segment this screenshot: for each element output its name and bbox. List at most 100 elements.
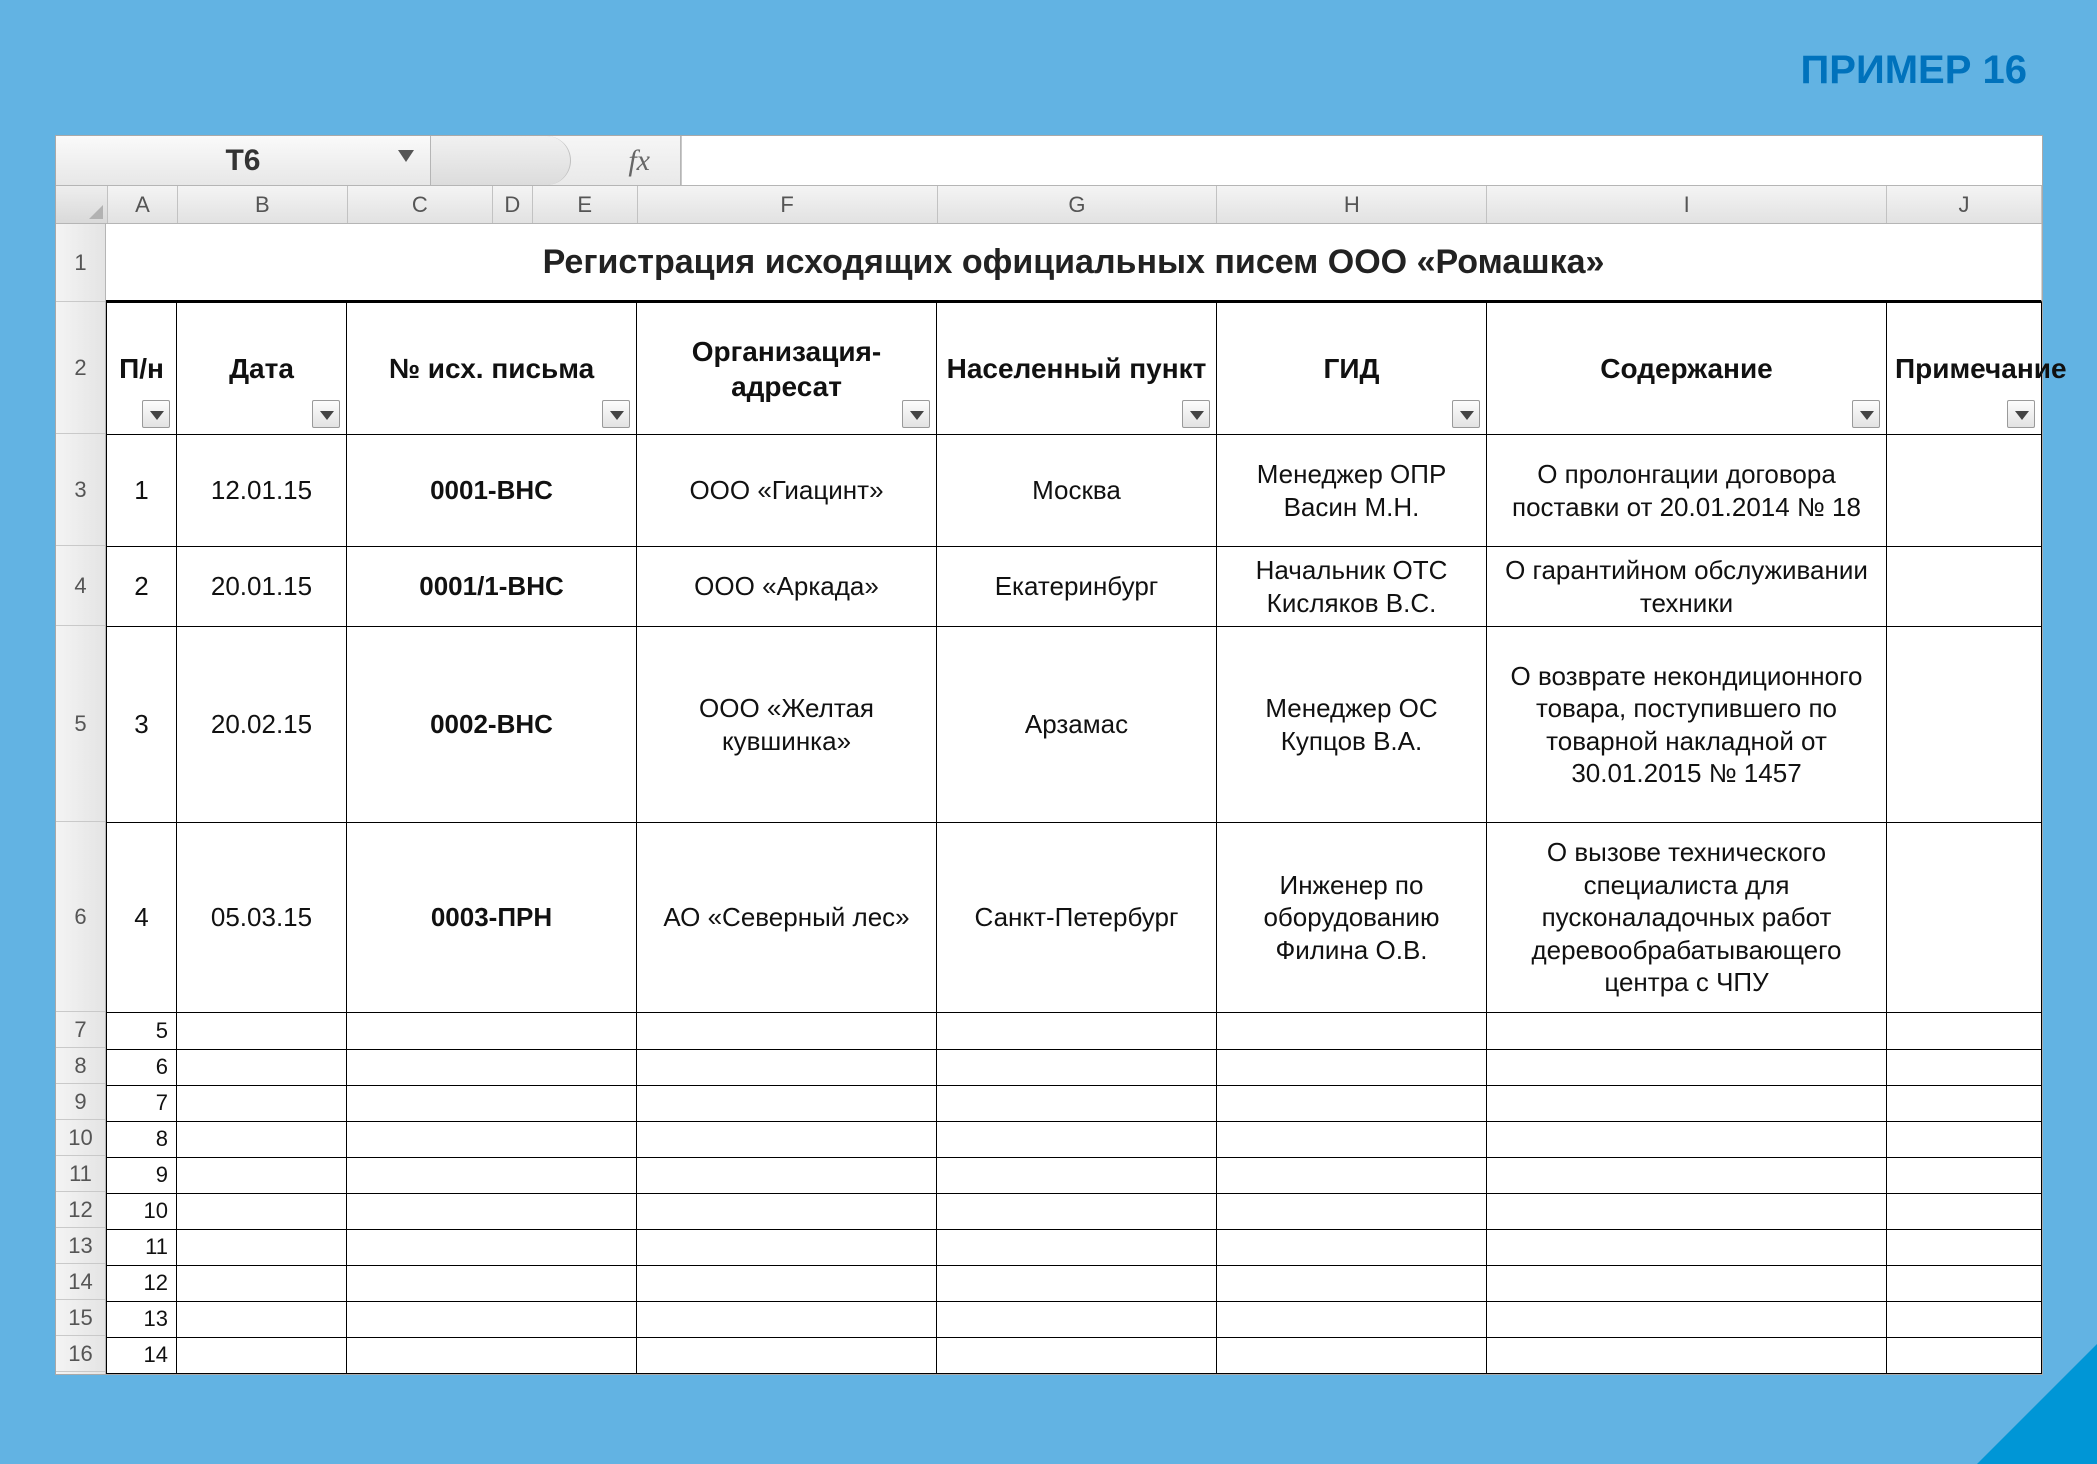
table-header-cell[interactable]: Дата [177,303,347,435]
table-cell[interactable] [637,1013,937,1049]
table-cell[interactable]: Начальник ОТС Кисляков В.С. [1217,547,1487,627]
table-cell[interactable]: Менеджер ОС Купцов В.А. [1217,627,1487,823]
table-cell[interactable] [637,1229,937,1265]
column-header[interactable]: J [1887,186,2042,223]
table-cell[interactable] [177,1013,347,1049]
table-cell[interactable] [177,1265,347,1301]
table-cell[interactable] [637,1157,937,1193]
table-cell[interactable] [347,1301,637,1337]
table-cell[interactable] [937,1337,1217,1373]
table-cell[interactable] [937,1049,1217,1085]
column-header[interactable]: I [1487,186,1887,223]
table-cell[interactable] [1217,1085,1487,1121]
table-cell[interactable] [1217,1193,1487,1229]
row-header[interactable]: 1 [56,224,105,302]
filter-dropdown-icon[interactable] [1182,400,1210,428]
table-cell[interactable]: ООО «Аркада» [637,547,937,627]
row-header[interactable]: 8 [56,1048,105,1084]
table-cell[interactable] [177,1337,347,1373]
table-cell[interactable] [1887,1265,2042,1301]
table-header-cell[interactable]: ГИД [1217,303,1487,435]
table-cell[interactable] [1887,1121,2042,1157]
table-cell[interactable] [347,1265,637,1301]
table-cell[interactable]: 0003-ПРН [347,823,637,1013]
table-cell[interactable]: 1 [107,435,177,547]
column-header[interactable]: D [493,186,533,223]
filter-dropdown-icon[interactable] [902,400,930,428]
row-header[interactable]: 2 [56,302,105,434]
table-cell[interactable]: 9 [107,1157,177,1193]
row-header[interactable]: 3 [56,434,105,546]
table-cell[interactable] [637,1049,937,1085]
column-header[interactable]: A [108,186,178,223]
row-header[interactable]: 14 [56,1264,105,1300]
table-cell[interactable] [177,1301,347,1337]
table-cell[interactable] [1217,1013,1487,1049]
table-cell[interactable]: 0002-ВНС [347,627,637,823]
column-header[interactable]: C [348,186,493,223]
table-cell[interactable] [1217,1049,1487,1085]
table-cell[interactable]: 0001-ВНС [347,435,637,547]
table-cell[interactable]: 12.01.15 [177,435,347,547]
table-header-cell[interactable]: № исх. письма [347,303,637,435]
table-cell[interactable] [937,1229,1217,1265]
table-cell[interactable] [347,1229,637,1265]
table-cell[interactable] [1887,1049,2042,1085]
filter-dropdown-icon[interactable] [1452,400,1480,428]
table-cell[interactable]: 13 [107,1301,177,1337]
table-cell[interactable]: 20.01.15 [177,547,347,627]
table-cell[interactable] [177,1229,347,1265]
table-cell[interactable] [937,1013,1217,1049]
table-cell[interactable] [1217,1301,1487,1337]
table-cell[interactable]: 2 [107,547,177,627]
table-cell[interactable] [177,1049,347,1085]
table-cell[interactable] [637,1337,937,1373]
sheet-title-cell[interactable]: Регистрация исходящих официальных писем … [106,224,2042,302]
formula-input[interactable] [681,136,2042,185]
table-cell[interactable] [1887,627,2042,823]
table-cell[interactable] [937,1265,1217,1301]
table-cell[interactable] [347,1337,637,1373]
table-cell[interactable] [937,1121,1217,1157]
table-cell[interactable]: Менеджер ОПР Васин М.Н. [1217,435,1487,547]
table-cell[interactable] [1487,1085,1887,1121]
table-cell[interactable] [1487,1013,1887,1049]
table-cell[interactable] [1887,1157,2042,1193]
name-box[interactable]: T6 [56,136,431,185]
row-header[interactable]: 16 [56,1336,105,1372]
row-header[interactable]: 15 [56,1300,105,1336]
column-header[interactable]: E [533,186,638,223]
table-cell[interactable] [1887,435,2042,547]
table-cell[interactable] [1887,1193,2042,1229]
table-cell[interactable]: 05.03.15 [177,823,347,1013]
table-cell[interactable]: О возврате некондиционного товара, посту… [1487,627,1887,823]
table-cell[interactable]: Москва [937,435,1217,547]
table-cell[interactable] [1887,1229,2042,1265]
table-cell[interactable]: 10 [107,1193,177,1229]
table-cell[interactable]: АО «Северный лес» [637,823,937,1013]
table-cell[interactable] [1487,1337,1887,1373]
table-cell[interactable] [1217,1121,1487,1157]
table-cell[interactable] [1487,1229,1887,1265]
table-cell[interactable] [937,1193,1217,1229]
table-cell[interactable]: О пролонгации договора поставки от 20.01… [1487,435,1887,547]
table-cell[interactable]: Инженер по оборудованию Филина О.В. [1217,823,1487,1013]
table-cell[interactable] [347,1193,637,1229]
filter-dropdown-icon[interactable] [1852,400,1880,428]
table-cell[interactable] [1487,1049,1887,1085]
table-cell[interactable] [347,1085,637,1121]
table-header-cell[interactable]: Содержание [1487,303,1887,435]
table-cell[interactable] [1487,1265,1887,1301]
table-cell[interactable] [637,1193,937,1229]
table-cell[interactable]: О гарантийном обслуживании техники [1487,547,1887,627]
table-cell[interactable] [1217,1157,1487,1193]
table-cell[interactable] [1217,1229,1487,1265]
table-cell[interactable]: ООО «Гиацинт» [637,435,937,547]
table-header-cell[interactable]: Примечание [1887,303,2042,435]
column-header[interactable]: H [1217,186,1487,223]
table-cell[interactable] [177,1121,347,1157]
table-cell[interactable] [637,1265,937,1301]
table-cell[interactable] [1887,1085,2042,1121]
table-header-cell[interactable]: Населенный пункт [937,303,1217,435]
table-cell[interactable] [1487,1121,1887,1157]
